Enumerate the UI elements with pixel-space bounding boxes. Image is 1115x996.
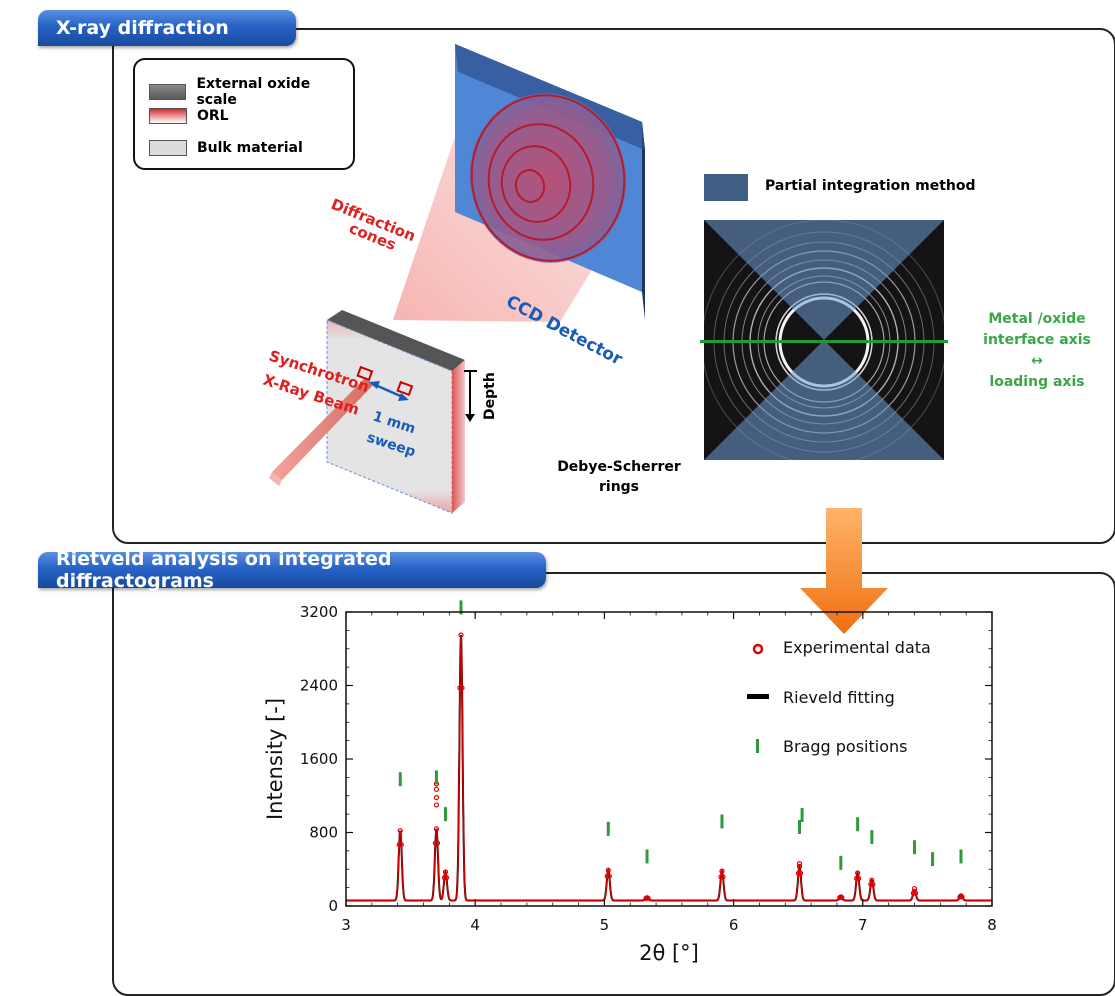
oxide-scale-swatch: [149, 84, 187, 100]
interface-axis-line: [700, 340, 948, 343]
bulk-swatch: [149, 140, 187, 156]
sweep-end-marker: [396, 380, 414, 397]
integration-sector-top: [704, 220, 944, 340]
sample-top-face: [327, 310, 465, 371]
depth-label: Depth: [482, 372, 498, 420]
diffraction-setup-illustration: Diffraction cones CCD Detector Synchrotr…: [261, 44, 645, 514]
integration-sector-bottom: [704, 340, 944, 460]
sweep-arrow: [372, 382, 406, 400]
detector-ring-1: [470, 94, 626, 262]
sample-side-face: [452, 360, 465, 513]
xray-beam-end: [269, 472, 282, 486]
detector-ring-3: [500, 145, 572, 223]
legend-item-orl: ORL: [149, 108, 229, 124]
legend-item-oxide-scale: External oxide scale: [149, 76, 353, 108]
xray-beam: [272, 378, 374, 480]
detector-ring-4: [514, 169, 546, 203]
detector-ring-2: [487, 123, 595, 241]
bottom-panel-title: Rietveld analysis on integrated diffract…: [56, 548, 392, 592]
top-panel-banner: X-ray diffraction: [38, 10, 296, 46]
debye-scherrer-label: Debye-Scherrer rings: [557, 459, 681, 495]
top-panel-title: X-ray diffraction: [56, 17, 229, 39]
bottom-panel-banner: Rietveld analysis on integrated diffract…: [38, 548, 546, 592]
partial-integration-label: Partial integration method: [765, 178, 976, 194]
sweep-start-marker: [356, 365, 374, 382]
ccd-detector-side: [642, 122, 645, 320]
partial-integration-swatch: [704, 174, 748, 201]
bottom-panel-frame: [112, 572, 1115, 996]
material-legend: External oxide scale ORL Bulk material: [133, 58, 355, 170]
legend-item-bulk: Bulk material: [149, 140, 303, 156]
orl-swatch: [149, 108, 187, 124]
double-arrow-icon: ↔: [1031, 353, 1043, 369]
interface-axis-note: Metal /oxide interface axis ↔ loading ax…: [962, 309, 1112, 393]
flow-arrow-icon: [800, 508, 888, 634]
